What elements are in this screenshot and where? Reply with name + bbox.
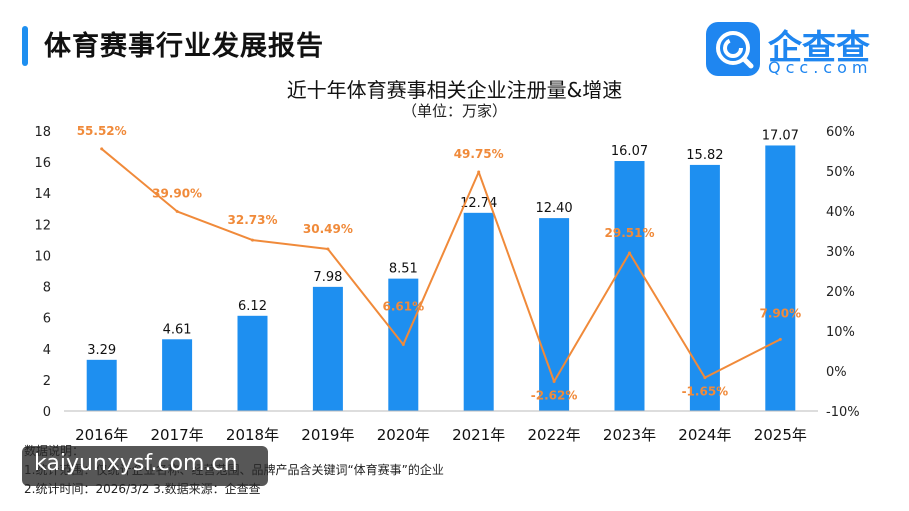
bar-value-label: 8.51 xyxy=(389,262,418,277)
watermark-text: kaiyunxysf.com.cn xyxy=(34,451,238,476)
growth-value-label: 29.51% xyxy=(605,226,655,240)
growth-value-label: -2.62% xyxy=(531,388,578,402)
growth-point xyxy=(628,251,631,255)
y-right-tick-label: 20% xyxy=(826,285,855,300)
page-title: 体育赛事行业发展报告 xyxy=(44,31,324,62)
bar-value-label: 17.07 xyxy=(762,128,799,143)
x-tick-label: 2017年 xyxy=(151,426,204,444)
bar-value-label: 16.07 xyxy=(611,144,648,159)
growth-value-label: 55.52% xyxy=(77,124,127,138)
growth-point xyxy=(175,209,179,213)
logo-name: 企查查 xyxy=(768,28,870,68)
chart-unit: （单位：万家） xyxy=(401,102,507,120)
growth-value-label: 32.73% xyxy=(228,213,278,227)
bar xyxy=(162,339,193,411)
bar xyxy=(463,212,494,411)
y-right-tick-label: 0% xyxy=(826,365,847,380)
growth-value-label: 39.90% xyxy=(152,186,202,200)
bar-value-label: 7.98 xyxy=(313,270,342,285)
bar xyxy=(86,359,117,411)
x-tick-label: 2018年 xyxy=(226,426,279,444)
growth-value-label: 49.75% xyxy=(454,147,504,161)
growth-point xyxy=(251,238,254,242)
y-left-tick-label: 0 xyxy=(43,405,51,420)
growth-point xyxy=(552,379,556,383)
bar-value-label: 15.82 xyxy=(686,148,723,163)
bar-value-label: 6.12 xyxy=(238,299,267,314)
growth-value-label: 30.49% xyxy=(303,222,353,236)
chart-title: 近十年体育赛事相关企业注册量&增速 xyxy=(286,78,623,102)
growth-value-label: 7.90% xyxy=(759,306,801,320)
bar xyxy=(689,164,720,411)
growth-value-label: 6.61% xyxy=(382,300,424,314)
growth-point xyxy=(326,247,330,251)
bar xyxy=(765,145,796,411)
y-left-tick-label: 2 xyxy=(43,374,51,389)
brand-logo: 企查查 Qcc.com xyxy=(706,22,896,78)
x-tick-label: 2022年 xyxy=(528,426,581,444)
bar xyxy=(614,161,645,411)
y-left-tick-label: 16 xyxy=(34,156,51,171)
y-right-tick-label: 10% xyxy=(826,325,855,340)
qcc-magnifier-logo-icon xyxy=(706,22,760,76)
growth-point xyxy=(778,337,782,341)
x-tick-label: 2016年 xyxy=(75,426,128,444)
y-left-tick-label: 6 xyxy=(43,312,51,327)
y-left-tick-label: 12 xyxy=(34,218,51,233)
growth-point xyxy=(703,376,707,380)
x-tick-label: 2024年 xyxy=(678,426,731,444)
logo-domain: Qcc.com xyxy=(768,58,873,77)
y-right-tick-label: 40% xyxy=(826,205,855,220)
x-tick-label: 2025年 xyxy=(754,426,807,444)
y-right-tick-label: 50% xyxy=(826,165,855,180)
growth-point xyxy=(401,343,405,347)
x-tick-label: 2019年 xyxy=(301,426,354,444)
bar-value-label: 12.40 xyxy=(535,201,572,216)
bar-value-label: 4.61 xyxy=(163,322,192,337)
growth-point xyxy=(477,170,481,174)
bar xyxy=(237,315,268,411)
watermark-overlay: kaiyunxysf.com.cn xyxy=(22,446,268,486)
y-left-tick-label: 4 xyxy=(43,343,51,358)
y-right-tick-label: -10% xyxy=(826,405,860,420)
bar-value-label: 3.29 xyxy=(87,343,116,358)
y-left-tick-label: 14 xyxy=(34,187,51,202)
growth-value-label: -1.65% xyxy=(682,385,729,399)
growth-point xyxy=(100,147,104,151)
growth-line xyxy=(101,148,781,383)
y-right-tick-label: 60% xyxy=(826,125,855,140)
title-accent-bar xyxy=(22,26,28,66)
y-left-tick-label: 8 xyxy=(43,281,51,296)
x-tick-label: 2020年 xyxy=(377,426,430,444)
bar xyxy=(312,286,343,411)
y-left-tick-label: 10 xyxy=(34,249,51,264)
x-tick-label: 2021年 xyxy=(452,426,505,444)
y-left-tick-label: 18 xyxy=(34,125,51,140)
y-right-tick-label: 30% xyxy=(826,245,855,260)
x-tick-label: 2023年 xyxy=(603,426,656,444)
